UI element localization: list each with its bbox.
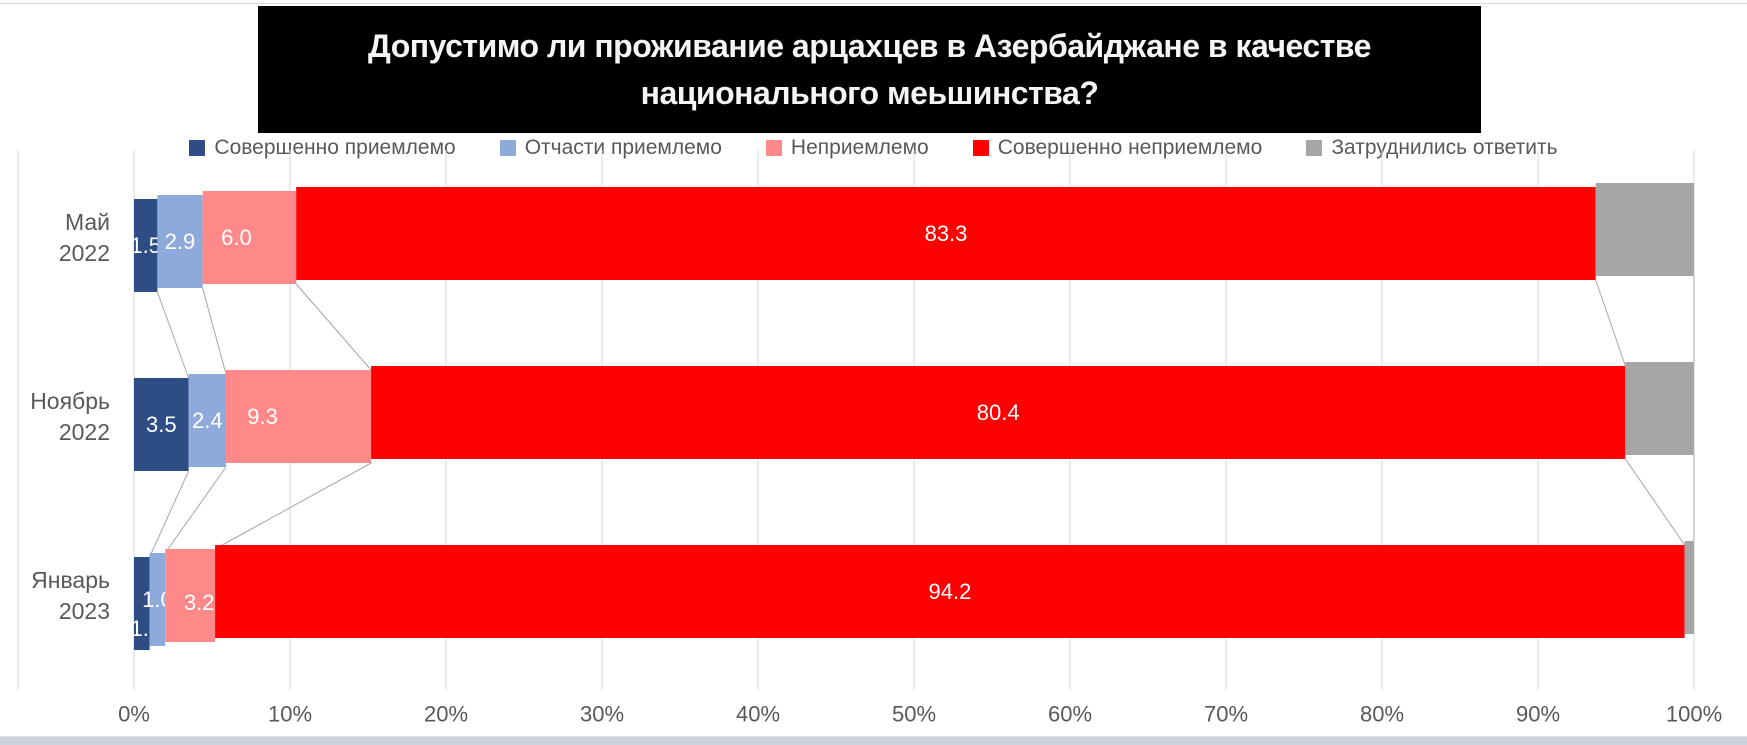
category-label-2: Январь 2023 bbox=[31, 567, 110, 624]
series-line-r1-s0 bbox=[149, 470, 190, 558]
x-axis-tick-1: 10% bbox=[268, 702, 312, 727]
legend-swatch-icon bbox=[765, 140, 782, 156]
bar-segment-r2-s3 bbox=[215, 545, 1685, 638]
bar-segment-r0-s1 bbox=[157, 195, 203, 288]
x-axis-tick-9: 90% bbox=[1516, 702, 1560, 727]
series-line-r0-s1 bbox=[202, 287, 227, 375]
bar-label-r1-s0: 3.5 bbox=[146, 412, 177, 437]
bar-segment-r0-s0 bbox=[134, 199, 158, 292]
bar-label-r0-s0: 1.5 bbox=[130, 233, 161, 258]
bar-segment-r1-s1 bbox=[188, 374, 226, 467]
legend-item-2: Неприемлемо bbox=[765, 136, 929, 160]
bar-label-r0-s2: 6.0 bbox=[221, 225, 252, 250]
legend-item-1: Отчасти приемлемо bbox=[499, 136, 722, 160]
bar-segment-r0-s2 bbox=[202, 191, 297, 284]
legend-label: Совершенно приемлемо bbox=[214, 136, 456, 159]
chart-title-line2: национального меьшинства? bbox=[640, 74, 1099, 111]
bar-segment-r2-s1 bbox=[149, 553, 166, 646]
legend-swatch-icon bbox=[972, 140, 989, 156]
x-axis-tick-0: 0% bbox=[118, 702, 150, 727]
x-axis-tick-8: 80% bbox=[1360, 702, 1404, 727]
bar-label-r1-s1: 2.4 bbox=[192, 408, 223, 433]
bar-segment-r1-s4 bbox=[1625, 362, 1694, 455]
series-line-r0-s2 bbox=[295, 283, 372, 371]
chart-title-box: Допустимо ли проживание арцахцев в Азерб… bbox=[258, 6, 1481, 133]
legend-label: Неприемлемо bbox=[790, 136, 929, 159]
chart-legend: Совершенно приемлемо Отчасти приемлемо Неп… bbox=[0, 133, 1747, 163]
series-line-r1-s2 bbox=[214, 462, 372, 550]
bar-segment-r2-s4 bbox=[1684, 541, 1694, 634]
bar-segment-r1-s0 bbox=[134, 378, 189, 471]
bar-segment-r2-s0 bbox=[134, 557, 150, 650]
bar-label-r1-s2: 9.3 bbox=[247, 404, 278, 429]
legend-swatch-icon bbox=[1306, 140, 1323, 156]
legend-item-0: Совершенно приемлемо bbox=[189, 136, 456, 160]
bar-segment-r1-s3 bbox=[371, 366, 1626, 459]
category-label-1: Ноябрь 2022 bbox=[30, 388, 110, 445]
x-axis-tick-3: 30% bbox=[580, 702, 624, 727]
x-axis-tick-5: 50% bbox=[892, 702, 936, 727]
legend-label: Отчасти приемлемо bbox=[524, 136, 722, 159]
x-axis-tick-10: 100% bbox=[1666, 702, 1722, 727]
legend-swatch-icon bbox=[189, 140, 206, 156]
bar-segment-r0-s4 bbox=[1595, 183, 1694, 276]
chart-title-line1: Допустимо ли проживание арцахцев в Азерб… bbox=[368, 27, 1371, 64]
category-label-0: Май 2022 bbox=[59, 209, 110, 266]
bottom-strip-border bbox=[0, 736, 1747, 737]
series-line-r0-s0 bbox=[156, 291, 190, 379]
legend-label: Совершенно неприемлемо bbox=[997, 136, 1263, 159]
chart-top-border bbox=[0, 3, 1747, 4]
series-line-r1-s1 bbox=[164, 466, 227, 554]
series-line-r0-s3 bbox=[1595, 279, 1626, 367]
bar-label-r0-s1: 2.9 bbox=[165, 229, 196, 254]
legend-item-3: Совершенно неприемлемо bbox=[972, 136, 1263, 160]
x-axis-tick-2: 20% bbox=[424, 702, 468, 727]
bar-segment-r2-s2 bbox=[165, 549, 216, 642]
bar-segment-r1-s2 bbox=[226, 370, 372, 463]
legend-item-4: Затруднились ответить bbox=[1306, 136, 1558, 160]
x-axis-tick-4: 40% bbox=[736, 702, 780, 727]
series-line-r1-s3 bbox=[1624, 458, 1686, 546]
bar-segment-r0-s3 bbox=[296, 187, 1596, 280]
legend-label: Затруднились ответить bbox=[1331, 136, 1558, 159]
x-axis-tick-7: 70% bbox=[1204, 702, 1248, 727]
bar-label-r0-s3: 83.3 bbox=[925, 221, 968, 246]
bar-label-r1-s3: 80.4 bbox=[977, 400, 1020, 425]
legend-swatch-icon bbox=[499, 140, 516, 156]
bar-label-r2-s3: 94.2 bbox=[928, 579, 971, 604]
bottom-strip bbox=[0, 737, 1747, 745]
x-axis-tick-6: 60% bbox=[1048, 702, 1092, 727]
bar-label-r2-s2: 3.2 bbox=[184, 590, 215, 615]
